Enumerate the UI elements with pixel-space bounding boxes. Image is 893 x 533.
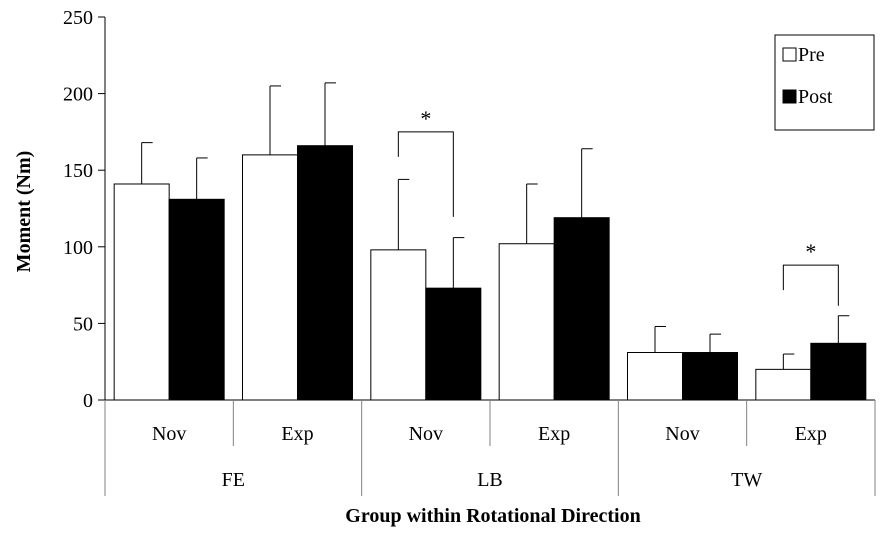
significance-bracket bbox=[397, 131, 454, 217]
x-category-label: Nov bbox=[152, 423, 186, 445]
bar-post bbox=[425, 287, 482, 401]
bar-post bbox=[810, 342, 867, 401]
chart-legend: Pre Post bbox=[774, 34, 875, 131]
chart-bars bbox=[113, 145, 867, 401]
legend-label-post: Post bbox=[798, 86, 833, 108]
significance-bracket bbox=[782, 264, 839, 306]
chart-annotations: ** bbox=[397, 106, 839, 306]
chart-labels: 0 50 100 150 200 250 Nov Exp Nov Exp Nov Exp FE LB TW G… bbox=[13, 7, 827, 527]
x-category-label: Nov bbox=[665, 423, 699, 445]
x-axis-title: Group within Rotational Direction bbox=[345, 505, 640, 527]
bar-pre bbox=[113, 183, 170, 401]
bar-pre bbox=[370, 249, 427, 401]
chart-axes bbox=[98, 16, 876, 496]
x-category-label: Exp bbox=[795, 423, 827, 445]
y-tick-label: 0 bbox=[83, 390, 93, 412]
bar-pre bbox=[498, 243, 555, 401]
y-tick-label: 100 bbox=[63, 237, 93, 259]
y-tick-label: 150 bbox=[63, 160, 93, 182]
legend-label-pre: Pre bbox=[798, 44, 825, 66]
significance-marker: * bbox=[420, 106, 431, 131]
y-tick-label: 250 bbox=[63, 7, 93, 29]
x-category-label: Nov bbox=[409, 423, 443, 445]
x-category-label: Exp bbox=[281, 423, 313, 445]
legend-swatch-post bbox=[782, 89, 797, 104]
legend-swatch-pre bbox=[782, 47, 797, 62]
x-group-label: LB bbox=[477, 469, 503, 491]
y-tick-label: 200 bbox=[63, 84, 93, 106]
bar-post bbox=[553, 217, 610, 401]
significance-marker: * bbox=[805, 239, 816, 264]
chart-error-bars bbox=[141, 82, 850, 370]
bar-post bbox=[682, 352, 738, 401]
x-group-label: TW bbox=[731, 469, 762, 491]
y-tick-label: 50 bbox=[73, 313, 93, 335]
bar-pre bbox=[627, 352, 683, 401]
bar-post bbox=[168, 198, 225, 401]
bar-pre bbox=[755, 368, 812, 401]
x-category-label: Exp bbox=[538, 423, 570, 445]
bar-pre bbox=[242, 154, 298, 401]
bar-post bbox=[297, 145, 353, 401]
y-axis-title: Moment (Nm) bbox=[13, 151, 35, 273]
x-group-label: FE bbox=[222, 469, 245, 491]
